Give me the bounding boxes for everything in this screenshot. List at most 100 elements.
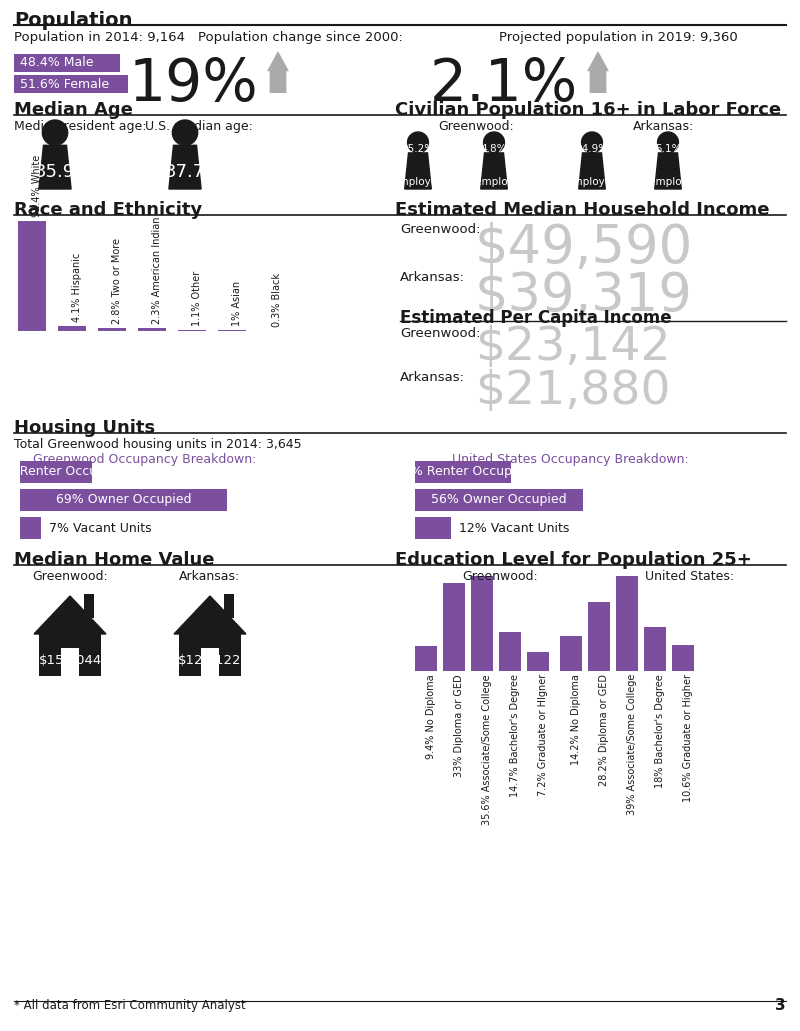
Text: 92.4% White: 92.4% White <box>32 155 42 217</box>
Text: $151,044: $151,044 <box>38 655 102 667</box>
Text: 37.7: 37.7 <box>165 163 205 181</box>
Text: 95.2%: 95.2% <box>402 144 434 154</box>
Text: 69% Owner Occupied: 69% Owner Occupied <box>56 494 191 506</box>
Text: $49,590: $49,590 <box>475 221 694 273</box>
Text: 1.1% Other: 1.1% Other <box>192 270 202 326</box>
Text: Employed: Employed <box>392 177 444 187</box>
Text: U.S. median age:: U.S. median age: <box>145 120 253 133</box>
Text: 18% Bachelor's Degree: 18% Bachelor's Degree <box>655 674 665 788</box>
Text: Greenwood Occupancy Breakdown:: Greenwood Occupancy Breakdown: <box>34 453 257 466</box>
Bar <box>14 54 121 72</box>
Bar <box>20 489 227 511</box>
Text: Education Level for Population 25+: Education Level for Population 25+ <box>395 551 752 569</box>
Text: Housing Units: Housing Units <box>14 419 155 437</box>
Bar <box>415 517 451 539</box>
Bar <box>14 75 127 93</box>
Text: 1% Asian: 1% Asian <box>232 280 242 326</box>
Text: 32% Renter Occupied: 32% Renter Occupied <box>395 466 531 478</box>
Text: Median Home Value: Median Home Value <box>14 551 214 569</box>
Polygon shape <box>578 153 606 189</box>
Text: * All data from Esri Community Analyst: * All data from Esri Community Analyst <box>14 999 246 1012</box>
Bar <box>20 461 92 483</box>
Text: 35.6% Associate/Some College: 35.6% Associate/Some College <box>482 674 492 825</box>
Polygon shape <box>267 51 289 93</box>
Bar <box>560 636 582 671</box>
Text: United States:: United States: <box>646 570 734 583</box>
Text: 33% Diploma or GED: 33% Diploma or GED <box>454 674 464 776</box>
Text: Population: Population <box>14 11 133 30</box>
Text: United States Occupancy Breakdown:: United States Occupancy Breakdown: <box>452 453 688 466</box>
Text: $124,122: $124,122 <box>178 655 242 667</box>
Polygon shape <box>483 132 505 153</box>
Text: Unemployed: Unemployed <box>635 177 701 187</box>
Text: Total Greenwood housing units in 2014: 3,645: Total Greenwood housing units in 2014: 3… <box>14 438 302 451</box>
Text: 56% Owner Occupied: 56% Owner Occupied <box>431 494 567 506</box>
Polygon shape <box>654 153 682 189</box>
Text: 35.9: 35.9 <box>35 163 75 181</box>
Bar <box>499 632 521 671</box>
Text: 14.7% Bachelor's Degree: 14.7% Bachelor's Degree <box>510 674 520 797</box>
Text: Median resident age:: Median resident age: <box>14 120 146 133</box>
Polygon shape <box>39 145 71 189</box>
Bar <box>588 602 610 671</box>
Text: 39% Associate/Some College: 39% Associate/Some College <box>627 674 637 816</box>
Bar <box>616 576 638 671</box>
Polygon shape <box>405 153 431 189</box>
Bar <box>672 645 694 671</box>
Bar <box>58 326 86 331</box>
Text: 2.1%: 2.1% <box>430 56 578 113</box>
Text: Arkansas:: Arkansas: <box>400 271 465 284</box>
Text: 51.6% Female: 51.6% Female <box>20 77 109 91</box>
Text: Arkansas:: Arkansas: <box>179 570 241 583</box>
Text: Estimated Per Capita Income: Estimated Per Capita Income <box>400 309 672 327</box>
Bar <box>415 645 437 671</box>
Text: 19%: 19% <box>128 56 258 113</box>
Text: Greenwood:: Greenwood: <box>400 223 481 236</box>
Text: 24% Renter Occupied: 24% Renter Occupied <box>0 466 124 478</box>
Text: 2.8% Two or More: 2.8% Two or More <box>112 238 122 324</box>
Text: 2.3% American Indian: 2.3% American Indian <box>152 217 162 325</box>
Text: 10.6% Graduate or Higher: 10.6% Graduate or Higher <box>683 674 693 802</box>
Text: 9.4% No Diploma: 9.4% No Diploma <box>426 674 436 759</box>
Bar <box>224 594 234 618</box>
Polygon shape <box>169 145 201 189</box>
Bar <box>527 652 549 671</box>
Polygon shape <box>587 51 609 93</box>
Polygon shape <box>174 596 246 634</box>
Polygon shape <box>658 132 678 153</box>
Bar <box>138 328 166 331</box>
Polygon shape <box>172 120 198 145</box>
Text: Arkansas:: Arkansas: <box>634 120 694 133</box>
Text: Greenwood:: Greenwood: <box>462 570 538 583</box>
Bar <box>415 461 511 483</box>
Text: Arkansas:: Arkansas: <box>400 371 465 384</box>
Bar <box>218 330 246 331</box>
Text: Median Age: Median Age <box>14 101 133 119</box>
Text: Estimated Median Household Income: Estimated Median Household Income <box>395 201 770 219</box>
Polygon shape <box>34 596 106 634</box>
Bar <box>178 330 206 331</box>
Polygon shape <box>582 132 602 153</box>
Text: 3: 3 <box>775 998 786 1013</box>
Text: Population change since 2000:: Population change since 2000: <box>198 31 402 44</box>
Text: 5.1%: 5.1% <box>654 144 682 154</box>
Bar <box>84 594 94 618</box>
Text: 7.2% Graduate or HIgner: 7.2% Graduate or HIgner <box>538 674 548 796</box>
Bar <box>471 576 493 671</box>
Bar <box>179 634 241 676</box>
Text: $23,142: $23,142 <box>475 325 670 370</box>
Bar <box>415 489 583 511</box>
Text: 28.2% Diploma or GED: 28.2% Diploma or GED <box>599 674 609 786</box>
Text: 4.1% Hispanic: 4.1% Hispanic <box>72 253 82 322</box>
Bar <box>644 627 666 671</box>
Text: 12% Vacant Units: 12% Vacant Units <box>459 522 570 534</box>
Bar <box>18 221 46 331</box>
Text: Projected population in 2019: 9,360: Projected population in 2019: 9,360 <box>498 31 738 44</box>
Bar <box>98 328 126 331</box>
Text: Greenwood:: Greenwood: <box>400 327 481 340</box>
Polygon shape <box>407 132 429 153</box>
Text: 48.4% Male: 48.4% Male <box>20 57 94 69</box>
Text: $39,319: $39,319 <box>475 269 693 321</box>
Text: $21,880: $21,880 <box>475 369 670 414</box>
Text: Race and Ethnicity: Race and Ethnicity <box>14 201 202 219</box>
